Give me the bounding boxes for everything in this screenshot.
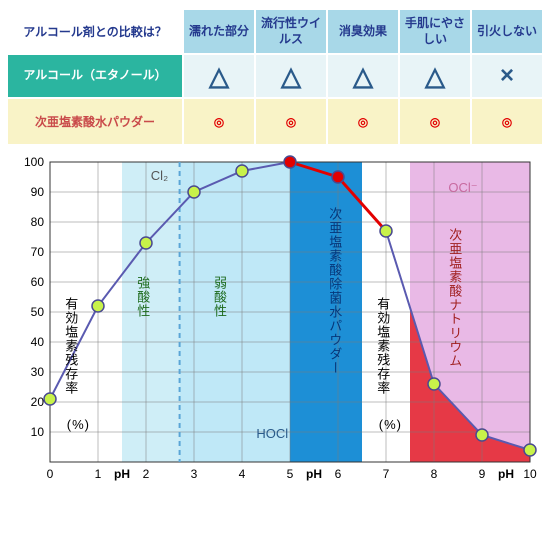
svg-text:pH: pH — [114, 467, 130, 481]
col-head-1: 流行性ウイルス — [256, 10, 326, 53]
annotation: OCl⁻ — [448, 180, 477, 195]
svg-text:60: 60 — [31, 275, 45, 289]
col-head-0: 濡れた部分 — [184, 10, 254, 53]
svg-text:30: 30 — [31, 365, 45, 379]
chart-svg: 10 20 30 40 50 60 70 80 90 100 0 1 2 3 4 5 6 7 8 9 10 pH pH pH C… — [0, 152, 550, 492]
cell-r0c3: △ — [400, 55, 470, 97]
svg-text:70: 70 — [31, 245, 45, 259]
chart-section: 10 20 30 40 50 60 70 80 90 100 0 1 2 3 4 5 6 7 8 9 10 pH pH pH C… — [0, 152, 550, 492]
region-label: 有効塩素残存率 — [61, 297, 80, 395]
region-label: 有効塩素残存率 — [373, 297, 392, 395]
svg-text:1: 1 — [95, 467, 102, 481]
cell-r1c2: ◎ — [328, 99, 398, 144]
svg-text:0: 0 — [47, 467, 54, 481]
svg-text:9: 9 — [479, 467, 486, 481]
svg-text:5: 5 — [287, 467, 294, 481]
svg-text:10: 10 — [31, 425, 45, 439]
cell-r1c4: ◎ — [472, 99, 542, 144]
svg-text:pH: pH — [498, 467, 514, 481]
region-label: 強酸性 — [133, 276, 152, 318]
col-head-3: 手肌にやさしい — [400, 10, 470, 53]
table-title: アルコール剤との比較は？ — [8, 10, 182, 53]
cell-r0c4: × — [472, 55, 542, 97]
col-head-4: 引火しない — [472, 10, 542, 53]
cell-r0c1: △ — [256, 55, 326, 97]
svg-text:6: 6 — [335, 467, 342, 481]
cell-r1c0: ◎ — [184, 99, 254, 144]
svg-text:20: 20 — [31, 395, 45, 409]
annotation: Cl₂ — [151, 168, 168, 183]
svg-text:pH: pH — [306, 467, 322, 481]
svg-text:80: 80 — [31, 215, 45, 229]
svg-text:2: 2 — [143, 467, 150, 481]
region-label: 弱酸性 — [210, 276, 229, 318]
svg-text:40: 40 — [31, 335, 45, 349]
svg-text:7: 7 — [383, 467, 390, 481]
svg-text:4: 4 — [239, 467, 246, 481]
svg-text:50: 50 — [31, 305, 45, 319]
annotation: HOCl — [256, 426, 288, 441]
cell-r0c2: △ — [328, 55, 398, 97]
cell-r0c0: △ — [184, 55, 254, 97]
region-label: 次亜塩素酸ナトリウム — [445, 228, 464, 368]
region-label: 次亜塩素酸除菌水パウダー — [325, 207, 344, 375]
col-head-2: 消臭効果 — [328, 10, 398, 53]
comparison-table: アルコール剤との比較は？ 濡れた部分 流行性ウイルス 消臭効果 手肌にやさしい … — [6, 8, 544, 146]
row-head-hocl: 次亜塩素酸水パウダー — [8, 99, 182, 144]
region-label: (%) — [67, 417, 90, 432]
svg-text:90: 90 — [31, 185, 45, 199]
svg-text:100: 100 — [24, 155, 44, 169]
svg-text:8: 8 — [431, 467, 438, 481]
svg-text:10: 10 — [523, 467, 537, 481]
comparison-table-section: アルコール剤との比較は？ 濡れた部分 流行性ウイルス 消臭効果 手肌にやさしい … — [0, 0, 550, 146]
cell-r1c1: ◎ — [256, 99, 326, 144]
region-label: (%) — [379, 417, 402, 432]
row-head-alcohol: アルコール（エタノール） — [8, 55, 182, 97]
cell-r1c3: ◎ — [400, 99, 470, 144]
svg-text:3: 3 — [191, 467, 198, 481]
